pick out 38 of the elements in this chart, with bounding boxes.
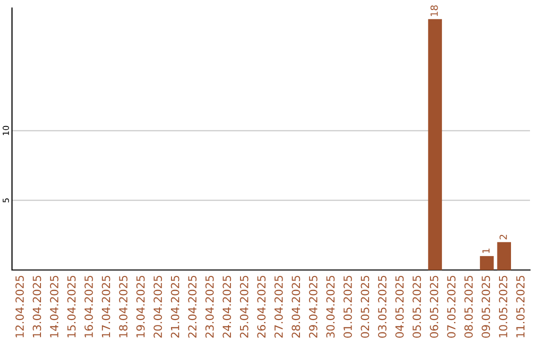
- bar: [497, 242, 512, 270]
- data-label: 2: [500, 234, 507, 240]
- x-tick-label: 10.05.2025: [498, 276, 508, 338]
- data-label: 18: [430, 5, 438, 16]
- bar: [480, 256, 494, 270]
- x-tick-label: 16.04.2025: [84, 276, 93, 338]
- x-tick-label: 04.05.2025: [395, 276, 404, 338]
- x-tick-label: 01.05.2025: [344, 276, 352, 338]
- x-tick-label: 27.04.2025: [274, 276, 283, 338]
- data-label: 1: [482, 248, 490, 253]
- x-tick-label: 02.05.2025: [360, 276, 370, 338]
- x-tick-label: 22.04.2025: [188, 276, 197, 338]
- x-tick-label: 25.04.2025: [240, 276, 248, 338]
- x-tick-label: 24.04.2025: [222, 276, 232, 338]
- y-tick-label: 5: [2, 198, 9, 202]
- x-tick-label: 17.04.2025: [102, 276, 110, 338]
- x-tick-label: 28.04.2025: [292, 276, 300, 338]
- x-tick-label: 21.04.2025: [170, 276, 180, 338]
- x-tick-label: 14.04.2025: [50, 276, 58, 338]
- x-tick-label: 05.05.2025: [412, 276, 421, 338]
- x-tick-label: 06.05.2025: [430, 276, 438, 338]
- x-tick-label: 30.04.2025: [326, 276, 335, 338]
- x-tick-label: 29.04.2025: [308, 276, 318, 338]
- x-tick-label: 26.04.2025: [257, 276, 266, 338]
- x-tick-label: 09.05.2025: [482, 276, 490, 338]
- bar: [428, 19, 442, 270]
- x-tick-label: 18.04.2025: [119, 276, 128, 338]
- x-tick-label: 15.04.2025: [67, 276, 76, 338]
- x-tick-label: 07.05.2025: [447, 276, 456, 338]
- x-tick-label: 12.04.2025: [15, 276, 24, 338]
- x-tick-label: 08.05.2025: [464, 276, 473, 338]
- x-tick-label: 19.04.2025: [136, 276, 145, 338]
- x-tick-label: 03.05.2025: [378, 276, 386, 338]
- x-tick-label: 20.04.2025: [154, 276, 162, 338]
- x-tick-label: 11.05.2025: [516, 276, 525, 338]
- x-tick-label: 13.04.2025: [32, 276, 42, 338]
- y-tick-label: 10: [2, 126, 9, 136]
- x-tick-label: 23.04.2025: [205, 276, 214, 338]
